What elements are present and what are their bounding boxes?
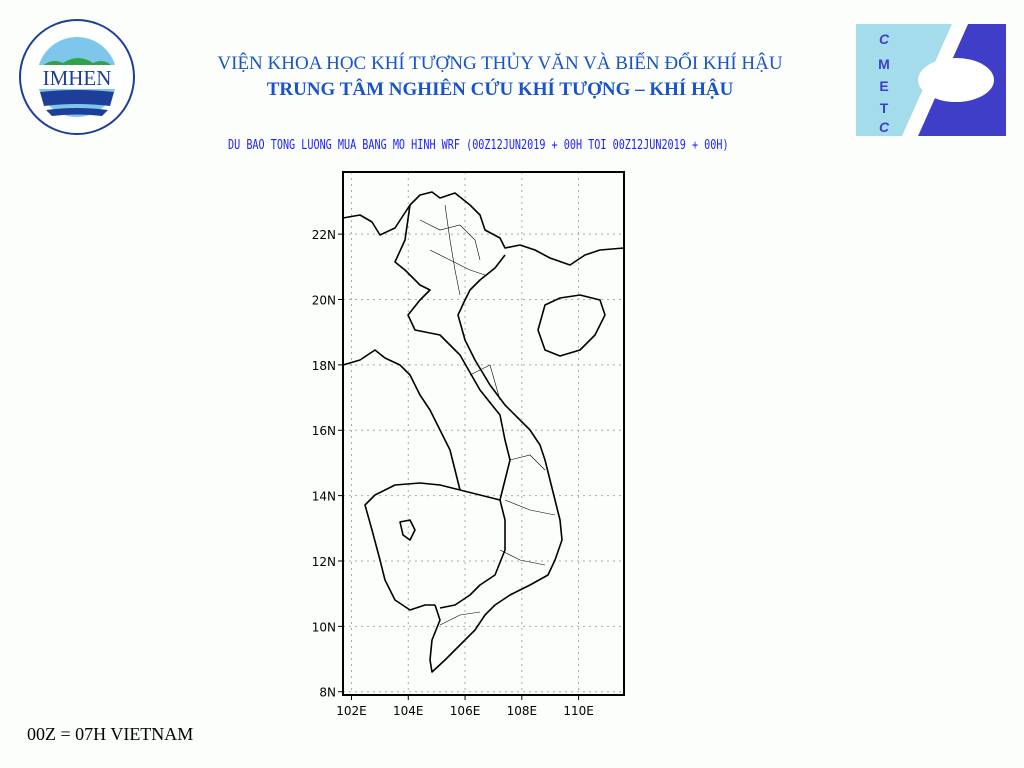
tonle-sap-lake xyxy=(399,519,416,541)
lon-tick-label: 110E xyxy=(563,704,594,718)
northern-border xyxy=(342,191,521,249)
grid-lines xyxy=(343,172,624,695)
laos-thailand-border xyxy=(342,349,461,491)
lon-tick-label: 108E xyxy=(507,704,538,718)
lat-tick-label: 16N xyxy=(312,424,336,438)
lat-tick-label: 14N xyxy=(312,490,336,504)
lat-tick-label: 20N xyxy=(312,293,336,307)
axis-ticks: 102E 104E 106E 108E 110E 8N 10N 12N 14N 16N 18N 20N… xyxy=(312,228,594,718)
lat-tick-label: 22N xyxy=(312,228,336,242)
institute-title: VIỆN KHOA HỌC KHÍ TƯỢNG THỦY VĂN VÀ BIẾN… xyxy=(217,53,783,74)
map-frame xyxy=(342,171,625,696)
lon-tick-label: 104E xyxy=(393,704,424,718)
imhen-logo: IMHEN xyxy=(19,19,135,135)
map-title: DU BAO TONG LUONG MUA BANG MO HINH WRF (… xyxy=(228,138,729,153)
province-borders xyxy=(419,204,556,626)
lat-tick-label: 18N xyxy=(312,359,336,373)
cambodia-border xyxy=(364,482,461,611)
vietnam-coast xyxy=(429,254,563,673)
lat-tick-label: 8N xyxy=(319,686,336,700)
svg-text:M: M xyxy=(878,56,890,72)
timezone-note: 00Z = 07H VIETNAM xyxy=(27,724,194,744)
lat-tick-label: 10N xyxy=(312,620,336,634)
lon-tick-label: 106E xyxy=(450,704,481,718)
center-title: TRUNG TÂM NGHIÊN CỨU KHÍ TƯỢNG – KHÍ HẬU xyxy=(266,79,734,100)
hainan-island xyxy=(537,294,606,357)
svg-text:IMHEN: IMHEN xyxy=(43,66,112,90)
laos-cambodia-border xyxy=(459,489,501,501)
lat-tick-label: 12N xyxy=(312,555,336,569)
china-coast xyxy=(519,244,625,266)
lon-tick-label: 102E xyxy=(336,704,367,718)
laos-vietnam-border xyxy=(394,204,511,501)
svg-text:C: C xyxy=(879,119,890,135)
svg-text:T: T xyxy=(880,100,889,116)
coastline-borders xyxy=(342,191,625,673)
svg-text:E: E xyxy=(879,78,888,94)
svg-text:C: C xyxy=(879,31,890,47)
cambodia-vietnam-border xyxy=(439,499,506,609)
